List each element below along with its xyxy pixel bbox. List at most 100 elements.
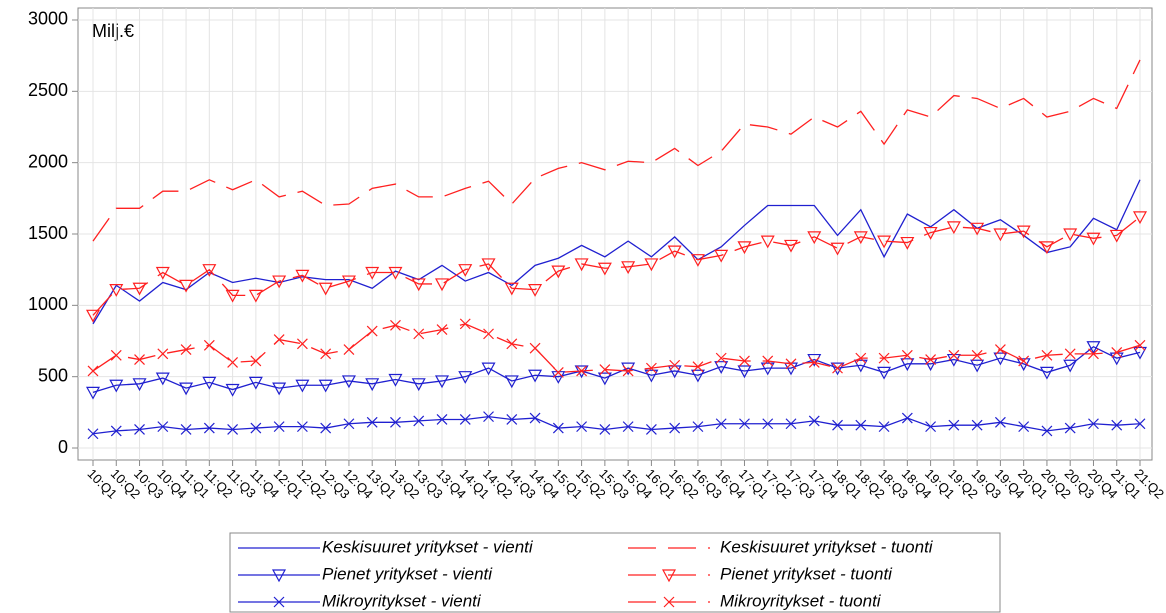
marker [1064,422,1076,434]
marker [318,282,333,296]
marker [459,414,471,425]
marker [272,382,287,396]
marker [1111,419,1123,431]
marker [971,419,983,431]
marker [1039,241,1054,255]
marker [645,424,657,435]
marker [366,416,378,428]
marker [411,278,426,292]
marker [134,354,145,365]
marker [622,365,634,377]
marker [1109,229,1124,243]
marker [760,235,775,249]
marker [878,352,890,364]
marker [1064,348,1076,360]
marker [365,378,380,392]
marker [923,226,938,240]
marker [644,258,659,272]
marker [273,334,285,346]
marker [599,424,611,435]
marker [483,411,494,423]
marker [690,254,705,267]
marker [155,372,170,386]
marker [599,364,611,375]
marker [134,424,145,435]
marker [621,261,636,275]
marker [504,282,519,296]
marker [388,266,403,280]
marker [970,222,985,236]
marker [1134,418,1146,430]
marker [901,412,913,424]
marker [225,289,240,303]
marker [661,569,677,583]
marker [248,376,263,390]
marker [832,419,843,431]
marker [250,355,262,367]
marker [157,348,169,360]
marker [132,378,147,392]
y-tick-label: 0 [58,437,68,457]
marker [529,342,541,354]
series-line [92,345,1141,393]
marker [551,265,566,279]
marker [155,266,170,280]
series-line [92,59,1141,242]
y-tick-label: 2000 [28,151,68,171]
marker [250,422,262,434]
marker [483,328,494,340]
marker [295,269,310,283]
marker [1039,366,1054,380]
marker [1041,349,1053,361]
marker [644,369,659,383]
marker [669,359,681,371]
y-tick-label: 1500 [28,223,68,243]
marker [388,373,403,387]
marker [248,289,263,303]
marker [1132,211,1148,225]
marker [295,379,310,393]
series-line [92,323,1141,374]
marker [343,344,355,355]
marker [528,284,543,297]
legend-label: Keskisuuret yritykset - vienti [322,537,534,556]
marker [785,418,797,430]
marker [528,369,543,383]
marker [1134,339,1146,351]
marker [413,415,425,427]
marker [993,228,1008,242]
marker [552,422,564,434]
marker [179,279,194,293]
marker [1018,355,1030,367]
marker [853,359,868,373]
marker [1088,418,1099,430]
y-tick-label: 500 [38,365,68,385]
marker [715,352,727,364]
marker [341,375,356,389]
marker [1063,359,1078,373]
legend-label: Pienet yritykset - tuonti [720,564,893,583]
marker [1018,421,1030,433]
marker [1086,341,1101,354]
marker [715,418,727,430]
marker [994,344,1006,355]
marker [203,339,215,351]
marker [855,419,867,431]
marker [296,338,308,350]
marker [574,258,589,272]
series-line [92,415,1141,435]
marker [132,282,147,296]
marker [390,416,401,428]
marker [853,231,868,245]
marker [737,365,752,379]
marker [180,424,192,435]
marker [227,356,239,368]
marker [808,356,820,368]
marker [504,375,519,389]
marker [157,421,169,433]
marker [1088,348,1099,360]
marker [576,421,588,433]
marker [692,361,704,373]
marker [110,425,122,437]
